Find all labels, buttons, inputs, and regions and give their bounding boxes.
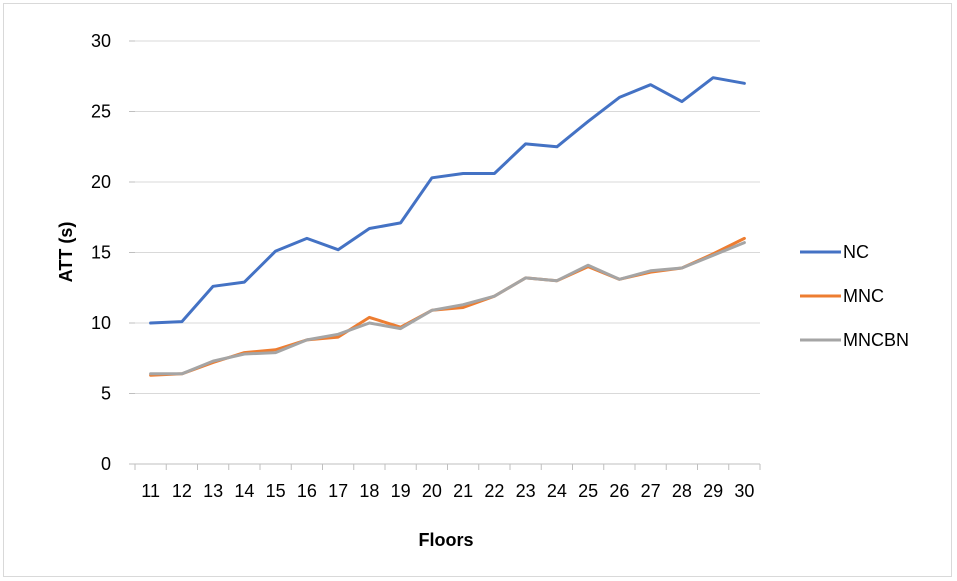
y-tick-label: 30 xyxy=(91,31,111,51)
legend-label: MNC xyxy=(843,286,884,306)
x-tick-label: 30 xyxy=(734,481,754,501)
x-tick-label: 24 xyxy=(547,481,567,501)
x-tick-label: 18 xyxy=(359,481,379,501)
x-tick-label: 12 xyxy=(172,481,192,501)
y-tick-label: 20 xyxy=(91,172,111,192)
axes xyxy=(129,40,761,470)
x-tick-label: 14 xyxy=(234,481,254,501)
y-tick-label: 0 xyxy=(101,454,111,474)
gridlines xyxy=(135,40,760,394)
y-tick-labels: 0 5 10 15 20 25 30 xyxy=(91,31,111,474)
y-tick-label: 15 xyxy=(91,243,111,263)
legend-label: MNCBN xyxy=(843,330,909,350)
y-axis-title: ATT (s) xyxy=(56,222,76,283)
x-tick-label: 28 xyxy=(672,481,692,501)
legend-item-mnc: MNC xyxy=(800,286,884,306)
x-tick-label: 27 xyxy=(641,481,661,501)
x-tick-label: 25 xyxy=(578,481,598,501)
x-tick-label: 15 xyxy=(266,481,286,501)
y-tick-label: 5 xyxy=(101,384,111,404)
x-tick-label: 23 xyxy=(516,481,536,501)
chart-frame xyxy=(3,3,952,577)
x-tick-label: 11 xyxy=(141,481,160,501)
legend-label: NC xyxy=(843,242,869,262)
x-tick-label: 22 xyxy=(484,481,504,501)
y-tick-label: 10 xyxy=(91,313,111,333)
x-axis-title: Floors xyxy=(418,530,473,550)
legend-item-nc: NC xyxy=(800,242,869,262)
x-tick-label: 26 xyxy=(609,481,629,501)
x-tick-label: 21 xyxy=(453,481,473,501)
x-tick-label: 16 xyxy=(297,481,317,501)
x-tick-label: 17 xyxy=(328,481,348,501)
x-tick-label: 29 xyxy=(703,481,723,501)
series-line-nc xyxy=(149,76,746,325)
x-tick-labels: 11 12 13 14 15 16 17 18 19 20 21 22 23 24 25 26 27 28 29 30 xyxy=(141,481,754,501)
x-tick-label: 19 xyxy=(391,481,411,501)
series-line-mncbn xyxy=(149,241,746,376)
legend: NC MNC MNCBN xyxy=(800,242,909,350)
y-tick-label: 25 xyxy=(91,102,111,122)
x-tick-label: 20 xyxy=(422,481,442,501)
x-tick-label: 13 xyxy=(203,481,223,501)
legend-item-mncbn: MNCBN xyxy=(800,330,909,350)
series-lines xyxy=(149,76,746,377)
